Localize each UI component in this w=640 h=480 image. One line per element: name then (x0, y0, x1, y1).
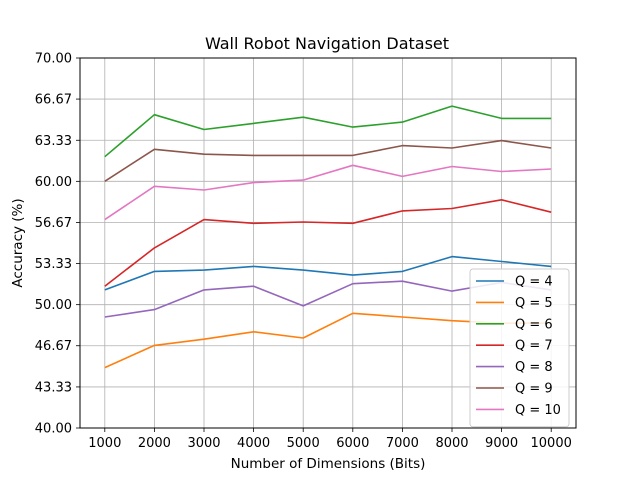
y-axis-label: Accuracy (%) (10, 198, 26, 287)
x-tick-label: 1000 (88, 436, 121, 451)
legend-label: Q = 10 (515, 403, 561, 418)
legend-label: Q = 5 (515, 296, 553, 311)
y-tick-label: 63.33 (35, 134, 72, 149)
legend: Q = 4 Q = 5 Q = 6 Q = 7 Q = 8 Q = 9 Q = 10 (469, 268, 570, 428)
x-tick-label: 5000 (287, 436, 320, 451)
chart-title: Wall Robot Navigation Dataset (205, 34, 449, 53)
y-tick-label: 66.67 (35, 93, 72, 108)
legend-label: Q = 7 (515, 339, 553, 354)
plot-frame (79, 57, 577, 429)
series-line-5 (104, 139, 552, 182)
series-line-3 (104, 199, 552, 287)
legend-label: Q = 8 (515, 360, 553, 375)
y-tick-label: 53.33 (35, 257, 72, 272)
legend-label: Q = 6 (515, 317, 553, 332)
x-tick-label: 7000 (386, 436, 419, 451)
x-tick-label: 4000 (237, 436, 270, 451)
series-line-2 (104, 105, 552, 158)
y-tick-label: 46.67 (35, 339, 72, 354)
y-tick-label: 56.67 (35, 216, 72, 231)
x-tick-label: 10000 (531, 436, 572, 451)
series-line-6 (104, 164, 552, 221)
x-tick-label: 9000 (485, 436, 518, 451)
x-tick-label: 3000 (187, 436, 220, 451)
series-line-0 (104, 255, 552, 291)
x-axis-label: Number of Dimensions (Bits) (231, 456, 426, 472)
x-tick-label: 6000 (336, 436, 369, 451)
y-axis: 40.00 43.33 46.67 50.00 53.33 56.67 60.00 63.33… (35, 52, 80, 437)
y-tick-label: 43.33 (35, 380, 72, 395)
x-tick-label: 8000 (435, 436, 468, 451)
y-tick-label: 50.00 (35, 298, 72, 313)
y-tick-label: 40.00 (35, 422, 72, 437)
x-tick-label: 2000 (138, 436, 171, 451)
y-tick-label: 70.00 (35, 52, 72, 67)
x-axis: 1000 2000 3000 4000 5000 6000 7000 8000 9000 1000… (88, 428, 572, 451)
y-tick-label: 60.00 (35, 175, 72, 190)
legend-label: Q = 4 (515, 275, 553, 290)
legend-label: Q = 9 (515, 382, 553, 397)
